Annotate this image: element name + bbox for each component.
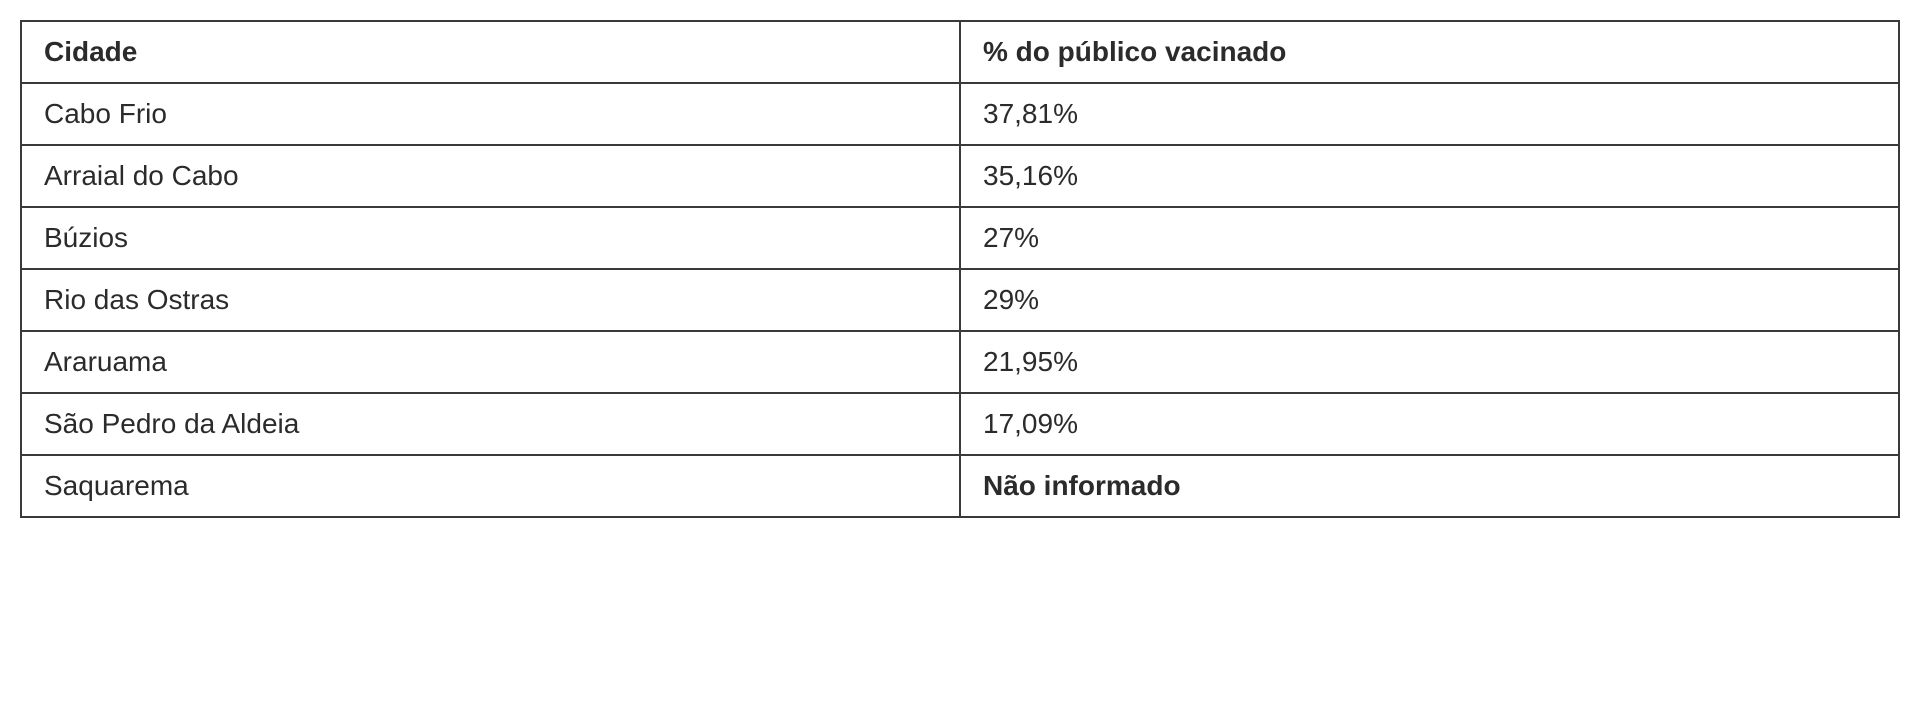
header-percentual: % do público vacinado [960, 21, 1899, 83]
table-row: Rio das Ostras 29% [21, 269, 1899, 331]
cell-pct: 27% [960, 207, 1899, 269]
table-row: Saquarema Não informado [21, 455, 1899, 517]
cell-city: Cabo Frio [21, 83, 960, 145]
vaccination-table: Cidade % do público vacinado Cabo Frio 3… [20, 20, 1900, 518]
table-row: São Pedro da Aldeia 17,09% [21, 393, 1899, 455]
table-row: Arraial do Cabo 35,16% [21, 145, 1899, 207]
table-row: Araruama 21,95% [21, 331, 1899, 393]
table-row: Cabo Frio 37,81% [21, 83, 1899, 145]
cell-pct: 37,81% [960, 83, 1899, 145]
cell-city: Saquarema [21, 455, 960, 517]
cell-pct: 21,95% [960, 331, 1899, 393]
cell-pct: 29% [960, 269, 1899, 331]
cell-city: Búzios [21, 207, 960, 269]
cell-city: São Pedro da Aldeia [21, 393, 960, 455]
cell-city: Rio das Ostras [21, 269, 960, 331]
cell-city: Araruama [21, 331, 960, 393]
cell-pct: Não informado [960, 455, 1899, 517]
header-cidade: Cidade [21, 21, 960, 83]
cell-pct: 35,16% [960, 145, 1899, 207]
table-row: Búzios 27% [21, 207, 1899, 269]
cell-city: Arraial do Cabo [21, 145, 960, 207]
table-header-row: Cidade % do público vacinado [21, 21, 1899, 83]
cell-pct: 17,09% [960, 393, 1899, 455]
